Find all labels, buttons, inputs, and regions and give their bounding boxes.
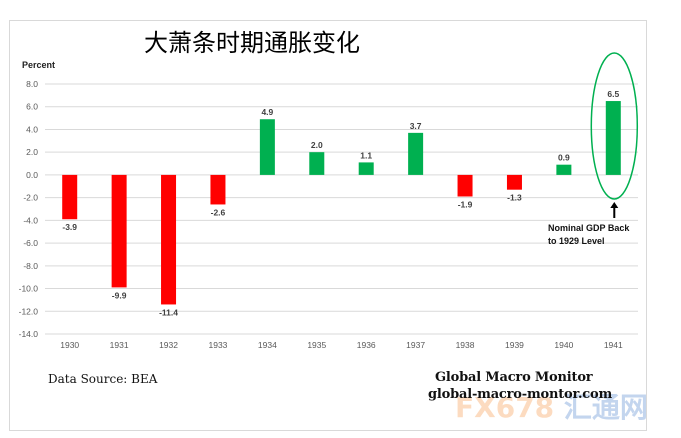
highlight-ellipse (590, 52, 639, 200)
x-tick-label: 1934 (258, 340, 277, 350)
x-tick-label: 1937 (406, 340, 425, 350)
bar-1941 (605, 101, 621, 175)
data-source: Data Source: BEA (48, 372, 158, 386)
y-tick-label: 0.0 (26, 170, 38, 180)
y-tick-label: 2.0 (26, 147, 38, 157)
bar-1940 (556, 164, 572, 175)
brand-name: Global Macro Monitor (435, 370, 593, 385)
x-tick-label: 1940 (554, 340, 573, 350)
bar-1931 (111, 174, 127, 288)
x-tick-label: 1939 (505, 340, 524, 350)
y-tick-label: -14.0 (19, 329, 39, 339)
data-label: -9.9 (112, 290, 127, 300)
bar-1935 (309, 152, 325, 175)
arrow-head-icon (610, 202, 619, 208)
bar-1938 (457, 174, 473, 197)
annotation-line-2: to 1929 Level (548, 236, 605, 246)
x-tick-label: 1938 (456, 340, 475, 350)
y-tick-label: 6.0 (26, 102, 38, 112)
x-tick-label: 1941 (604, 340, 623, 350)
data-label: 0.9 (558, 153, 570, 163)
data-label: -3.9 (62, 222, 77, 232)
data-label: 2.0 (311, 140, 323, 150)
bar-1934 (259, 119, 275, 175)
x-tick-label: 1935 (307, 340, 326, 350)
y-tick-label: -8.0 (23, 261, 38, 271)
brand-url: global-macro-montor.com (428, 387, 613, 402)
data-label: -2.6 (211, 207, 226, 217)
bar-1933 (210, 174, 226, 205)
bar-1939 (506, 174, 522, 190)
data-label: -11.4 (159, 307, 178, 317)
annotation-line-1: Nominal GDP Back (548, 223, 630, 233)
bar-1932 (161, 174, 177, 305)
data-label: 4.9 (261, 107, 273, 117)
bar-1936 (358, 162, 374, 175)
y-tick-label: -12.0 (19, 306, 39, 316)
chart-title: 大萧条时期通胀变化 (144, 29, 360, 57)
x-tick-label: 1930 (60, 340, 79, 350)
y-tick-label: -4.0 (23, 215, 38, 225)
y-tick-label: 4.0 (26, 124, 38, 134)
data-label: 6.5 (607, 89, 619, 99)
data-label: 1.1 (360, 150, 372, 160)
data-label: 3.7 (410, 121, 422, 131)
x-tick-label: 1932 (159, 340, 178, 350)
y-axis-label: Percent (22, 60, 56, 70)
y-tick-label: -2.0 (23, 193, 38, 203)
x-tick-label: 1933 (208, 340, 227, 350)
bar-1937 (408, 132, 424, 175)
bar-1930 (62, 174, 78, 220)
y-tick-label: -6.0 (23, 238, 38, 248)
x-tick-label: 1936 (357, 340, 376, 350)
y-tick-label: -10.0 (19, 284, 39, 294)
data-label: -1.9 (458, 200, 473, 210)
x-tick-label: 1931 (110, 340, 129, 350)
annotation-note: Nominal GDP Back to 1929 Level (548, 222, 629, 248)
y-tick-label: 8.0 (26, 79, 38, 89)
data-label: -1.3 (507, 193, 522, 203)
